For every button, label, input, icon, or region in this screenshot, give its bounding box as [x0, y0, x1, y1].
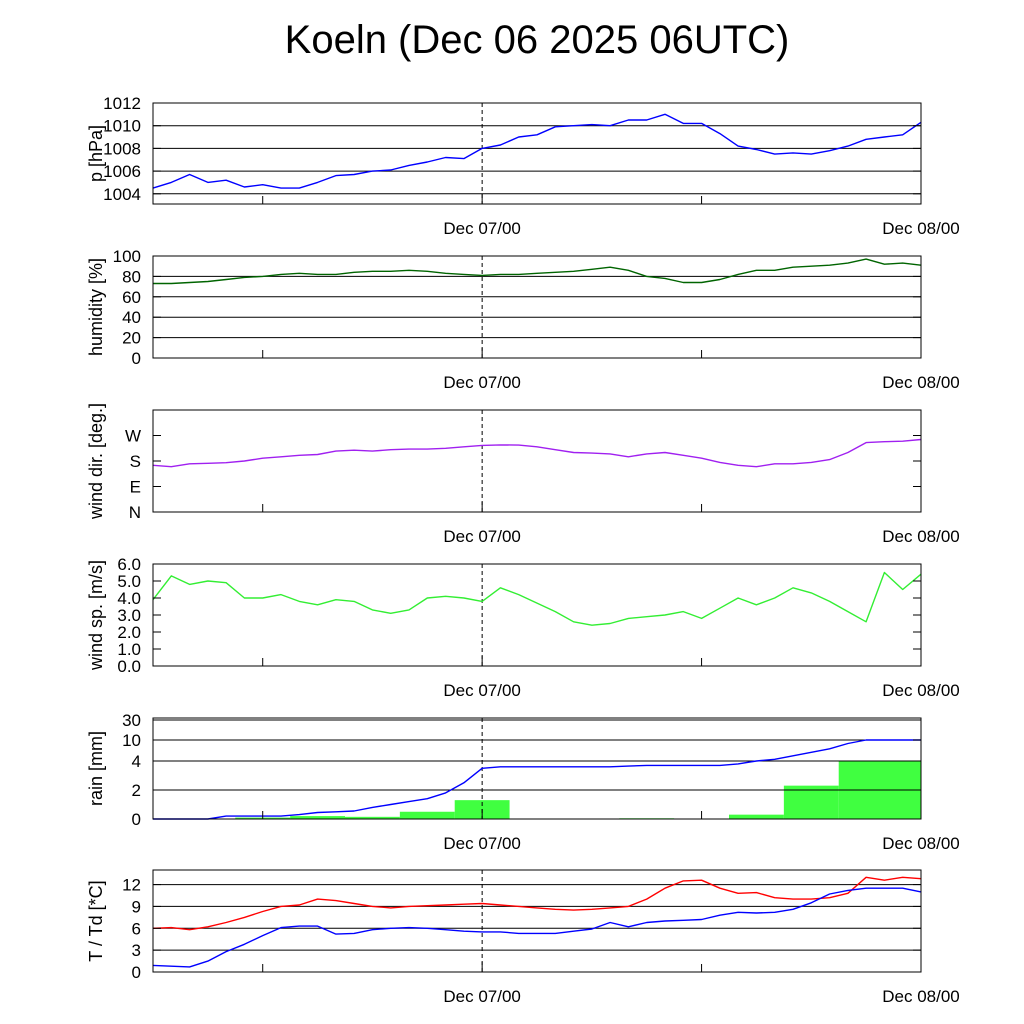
y-tick-label: 1010: [103, 117, 141, 136]
y-tick-label: 3: [132, 941, 141, 960]
y-tick-label: 2: [132, 781, 141, 800]
series-line-wind-speed: [152, 571, 922, 626]
y-tick-label: 0: [132, 963, 141, 982]
y-tick-label: 1006: [103, 162, 141, 181]
plot-frame: [152, 869, 922, 973]
y-tick-label: 20: [122, 329, 141, 348]
y-tick-label: 1008: [103, 139, 141, 158]
y-tick-label: 0: [132, 349, 141, 368]
y-tick-label: 80: [122, 267, 141, 286]
y-tick-label: 1004: [103, 185, 141, 204]
series-line-humidity: [153, 258, 922, 285]
series-line-t: [152, 876, 922, 931]
series-line-wind-direction: [152, 438, 922, 468]
plot-frame: [152, 255, 922, 359]
y-tick-label: 9: [132, 897, 141, 916]
rain-bar: [729, 814, 784, 819]
plot-frame: [152, 563, 922, 667]
y-tick-label: 6.0: [117, 555, 141, 574]
y-tick-label: 0: [132, 810, 141, 829]
rain-bar: [783, 785, 839, 819]
x-tick-label: Dec 07/00: [443, 834, 521, 853]
rain-bar: [290, 816, 345, 819]
x-tick-label: Dec 07/00: [443, 373, 521, 392]
series-line-td: [152, 887, 922, 968]
x-tick-label: Dec 08/00: [882, 681, 960, 700]
y-axis-label: T / Td [*C]: [86, 880, 106, 961]
y-tick-label: 0.0: [117, 657, 141, 676]
y-axis-label: wind dir. [deg.]: [86, 403, 106, 520]
y-tick-label: 4.0: [117, 589, 141, 608]
plot-frame: [152, 102, 922, 205]
y-axis-label: p [hPa]: [86, 125, 106, 182]
y-tick-label: W: [125, 427, 141, 446]
y-tick-label: 1.0: [117, 640, 141, 659]
y-tick-label: 12: [122, 876, 141, 895]
y-tick-label: 40: [122, 308, 141, 327]
y-tick-label: 6: [132, 919, 141, 938]
x-tick-label: Dec 08/00: [882, 373, 960, 392]
y-tick-label: 10: [122, 731, 141, 750]
x-tick-label: Dec 07/00: [443, 219, 521, 238]
x-tick-label: Dec 07/00: [443, 527, 521, 546]
y-axis-label: rain [mm]: [86, 731, 106, 806]
y-tick-label: 2.0: [117, 623, 141, 642]
x-tick-label: Dec 08/00: [882, 527, 960, 546]
y-tick-label: 3.0: [117, 606, 141, 625]
y-tick-label: 30: [122, 711, 141, 730]
rain-bar: [345, 816, 400, 819]
y-axis-label: humidity [%]: [86, 258, 106, 356]
series-line-accumulated-rain: [153, 739, 921, 820]
y-tick-label: N: [129, 503, 141, 522]
y-tick-label: 60: [122, 288, 141, 307]
y-tick-label: 1012: [103, 94, 141, 113]
plot-frame: [152, 409, 922, 513]
x-tick-label: Dec 07/00: [443, 987, 521, 1006]
series-line-pressure: [152, 113, 922, 189]
y-tick-label: 4: [132, 752, 141, 771]
x-tick-label: Dec 08/00: [882, 987, 960, 1006]
x-tick-label: Dec 08/00: [882, 219, 960, 238]
x-tick-label: Dec 08/00: [882, 834, 960, 853]
plot-frame: [152, 717, 922, 820]
panel-wind_speed: 0.01.02.03.04.05.06.0 Dec 07/00 Dec 08/00 w…: [86, 555, 960, 700]
x-tick-label: Dec 07/00: [443, 681, 521, 700]
rain-bar: [399, 811, 455, 819]
chart-title: Koeln (Dec 06 2025 06UTC): [284, 18, 790, 62]
y-tick-label: E: [130, 478, 141, 497]
panel-pressure: 1004 1006 1008 1010 1012 Dec 07/00 Dec 08/00 p …: [86, 94, 960, 238]
y-tick-label: S: [130, 452, 141, 471]
panel-temperature: 0 3 6 9 12 Dec 07/00 Dec 08/00 T / Td [*C]: [86, 869, 960, 1006]
y-axis-label: wind sp. [m/s]: [86, 560, 106, 671]
y-tick-label: 5.0: [117, 572, 141, 591]
y-tick-label: 100: [113, 247, 141, 266]
